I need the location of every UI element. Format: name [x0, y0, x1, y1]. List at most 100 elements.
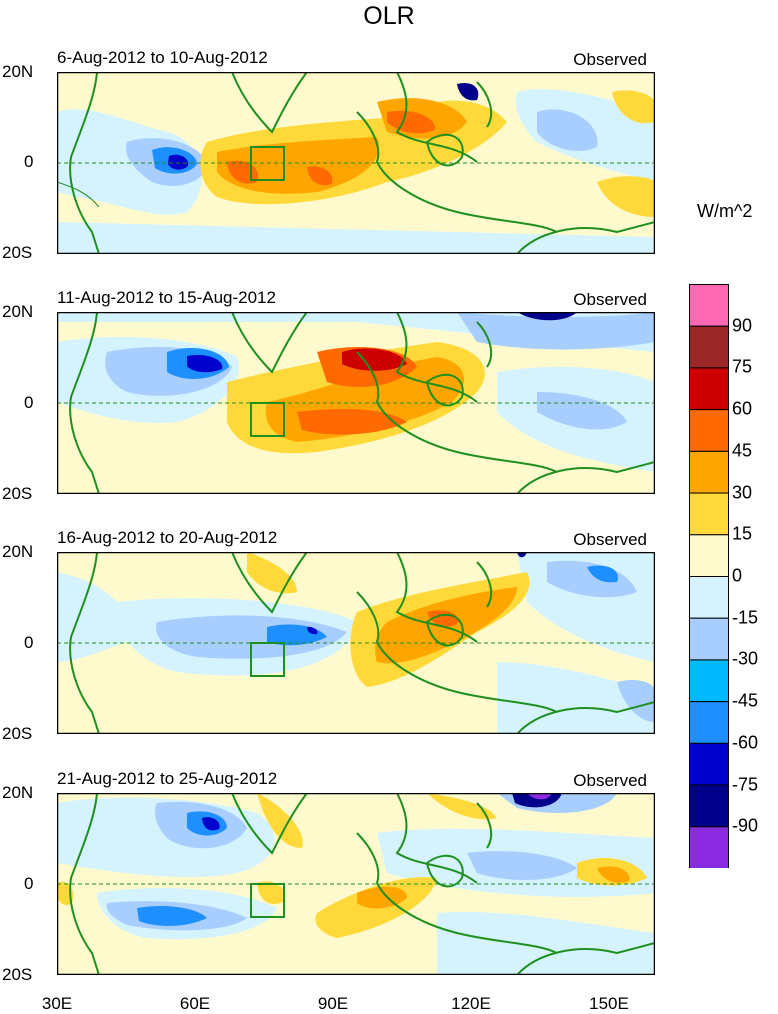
lat-label-0: 0: [24, 874, 34, 893]
map-panel-3: 16-Aug-2012 to 20-Aug-2012 Observed: [57, 528, 655, 734]
colorbar-swatch: [689, 784, 729, 828]
map-border: [57, 793, 655, 975]
colorbar-level-label: -90: [732, 815, 759, 836]
lat-label-20s: 20S: [2, 484, 33, 503]
coastline-borneo: [425, 133, 464, 167]
panel-period-3: 16-Aug-2012 to 20-Aug-2012: [57, 528, 278, 547]
colorbar-swatch: [689, 492, 729, 536]
map-plot-2: [57, 312, 655, 494]
anomaly-navy: [307, 626, 318, 635]
panel-period-2: 11-Aug-2012 to 15-Aug-2012: [57, 288, 276, 307]
colorbar-level-label: -30: [732, 648, 759, 669]
anomaly-blue: [537, 392, 627, 430]
anomaly-blue: [457, 312, 655, 350]
anomaly-light-blue: [57, 572, 129, 662]
coastline-australia: [516, 942, 655, 975]
colorbar-swatch: [689, 701, 729, 744]
colorbar-swatch: [689, 659, 729, 703]
colorbar: [689, 284, 729, 868]
figure-title: OLR: [363, 2, 415, 30]
anomaly-navy: [457, 82, 479, 101]
lat-label-0: 0: [24, 633, 34, 652]
lat-label-0: 0: [24, 393, 34, 412]
anomaly-blue: [467, 851, 577, 880]
colorbar-swatch: [689, 742, 729, 786]
colorbar-level-label: 90: [732, 315, 753, 336]
coastline-borneo: [425, 854, 464, 888]
reference-box: [250, 642, 285, 677]
panel-period-1: 6-Aug-2012 to 10-Aug-2012: [57, 48, 268, 67]
map-plot-4: [57, 793, 655, 975]
coastline-borneo: [425, 613, 464, 647]
panel-period-4: 21-Aug-2012 to 25-Aug-2012: [57, 769, 278, 788]
lon-label-150e: 150E: [589, 994, 629, 1013]
coastline-sea: [356, 832, 558, 954]
coastline-australia: [516, 221, 655, 254]
colorbar-swatch: [689, 325, 729, 369]
coastline-sea: [356, 351, 558, 473]
colorbar-level-label: -45: [732, 690, 759, 711]
map-panel-4: 21-Aug-2012 to 25-Aug-2012 Observed: [57, 769, 655, 975]
panel-source-3: Observed: [573, 530, 647, 549]
anomaly-navy: [202, 817, 220, 831]
lat-label-0: 0: [24, 152, 34, 171]
colorbar-swatch: [689, 534, 729, 577]
coastline-sea: [356, 111, 558, 233]
colorbar-level-label: -60: [732, 732, 759, 753]
anomaly-deep-blue: [137, 906, 207, 926]
reference-box: [250, 883, 285, 918]
coastline-africa: [69, 312, 100, 494]
colorbar-level-label: 15: [732, 523, 753, 544]
anomaly-blue: [547, 560, 637, 598]
coastline-philippines: [476, 561, 493, 608]
lat-label-20s: 20S: [2, 724, 33, 743]
anomaly-orange: [597, 866, 630, 883]
lon-label-90e: 90E: [317, 994, 349, 1013]
anomaly-yellow: [257, 793, 303, 848]
colorbar-level-label: -15: [732, 607, 759, 628]
coastline-islands: [395, 312, 478, 403]
lat-label-20n: 20N: [2, 302, 34, 321]
anomaly-light-blue: [497, 662, 655, 734]
colorbar-level-label: 30: [732, 482, 753, 503]
colorbar-level-label: 60: [732, 398, 753, 419]
coastline-india: [231, 72, 308, 134]
map-border: [57, 72, 655, 254]
anomaly-navy: [517, 552, 527, 558]
coastline-africa: [69, 793, 100, 975]
map-panel-2: 11-Aug-2012 to 15-Aug-2012 Observed: [57, 288, 655, 494]
anomaly-deep-blue: [587, 565, 618, 583]
anomaly-navy: [512, 793, 562, 808]
anomaly-blue: [617, 680, 655, 722]
map-border: [57, 552, 655, 734]
lat-label-20n: 20N: [2, 62, 34, 81]
anomaly-yellow: [597, 176, 655, 217]
lat-label-20n: 20N: [2, 542, 34, 561]
coastline-africa: [57, 181, 100, 208]
colorbar-level-label: 0: [732, 565, 743, 586]
coastline-africa: [69, 552, 100, 734]
coastline-philippines: [476, 81, 493, 128]
anomaly-yellow: [257, 881, 286, 904]
colorbar-swatch: [689, 617, 729, 661]
coastline-philippines: [476, 802, 493, 849]
anomaly-navy: [517, 312, 577, 321]
reference-box: [250, 402, 285, 437]
coastline-borneo: [425, 373, 464, 407]
colorbar-swatch: [689, 826, 729, 868]
lon-label-60e: 60E: [179, 994, 211, 1013]
lon-label-30e: 30E: [41, 994, 73, 1013]
anomaly-navy: [187, 354, 223, 373]
anomaly-blue: [537, 109, 598, 152]
anomaly-orange-dark: [297, 409, 407, 435]
coastline-philippines: [476, 321, 493, 368]
panel-source-2: Observed: [573, 290, 647, 309]
coastline-australia: [516, 461, 655, 494]
anomaly-light-blue: [57, 109, 202, 215]
map-panel-1: 6-Aug-2012 to 10-Aug-2012 Observed: [57, 48, 655, 254]
lat-label-20s: 20S: [2, 965, 33, 984]
anomaly-orange-dark: [307, 166, 333, 186]
map-plot-1: [57, 72, 655, 254]
panel-source-4: Observed: [573, 771, 647, 790]
anomaly-yellow: [427, 793, 497, 820]
